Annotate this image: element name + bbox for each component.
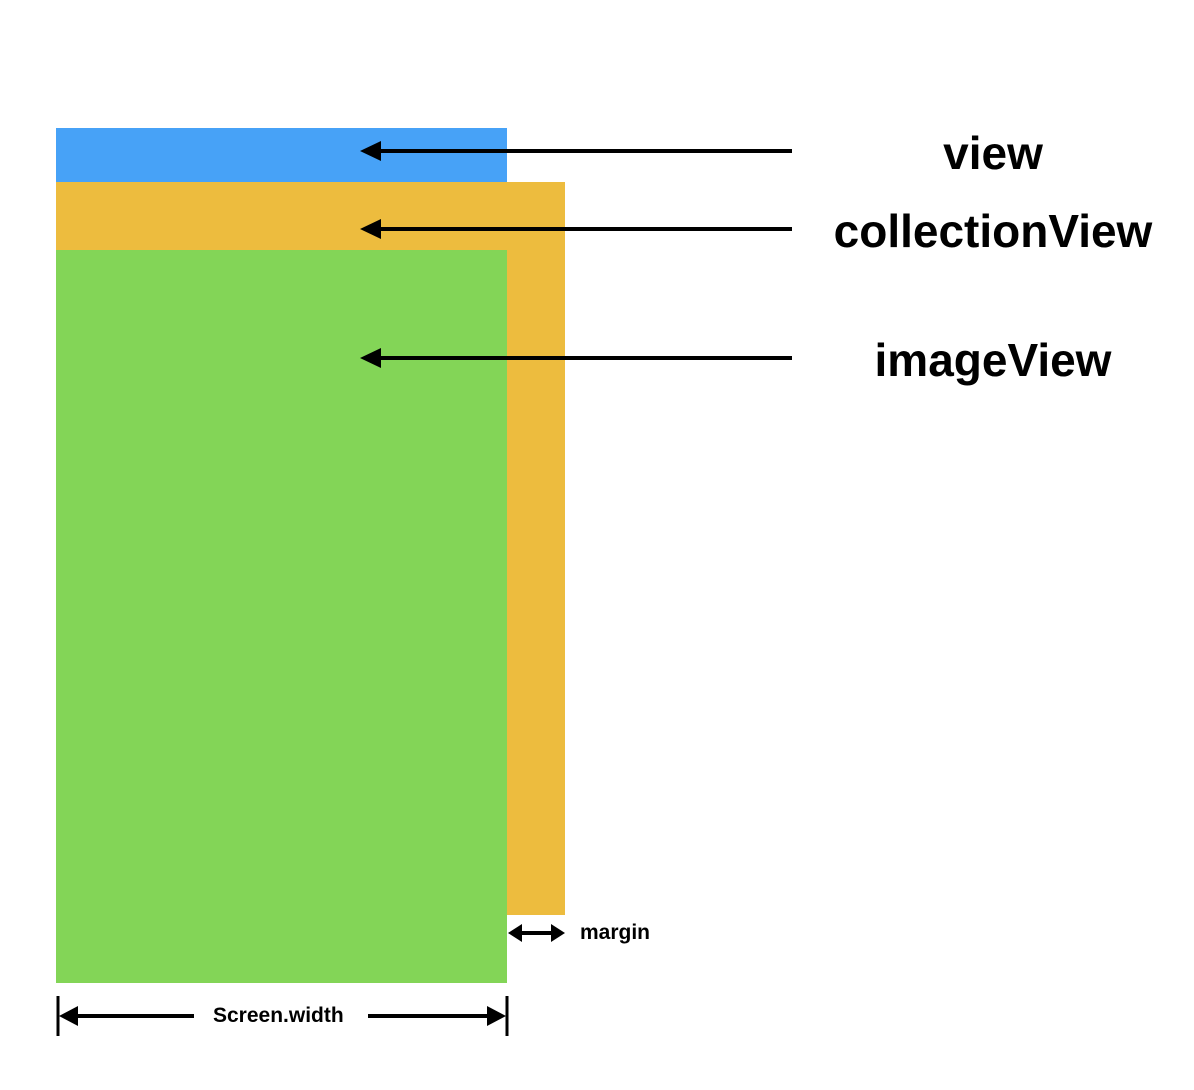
image-view-label: imageView <box>874 334 1112 386</box>
margin-arrow <box>508 924 565 942</box>
collection-view-arrow <box>360 219 792 239</box>
image-view-arrow <box>360 348 792 368</box>
screen-width-label: Screen.width <box>213 1004 344 1027</box>
screen-width-dimension <box>56 996 509 1036</box>
view-rect <box>56 128 507 182</box>
view-label: view <box>943 127 1043 179</box>
image-view-rect <box>56 250 507 983</box>
view-arrow <box>360 141 792 161</box>
margin-label: margin <box>580 921 651 944</box>
collection-view-label: collectionView <box>833 205 1153 257</box>
